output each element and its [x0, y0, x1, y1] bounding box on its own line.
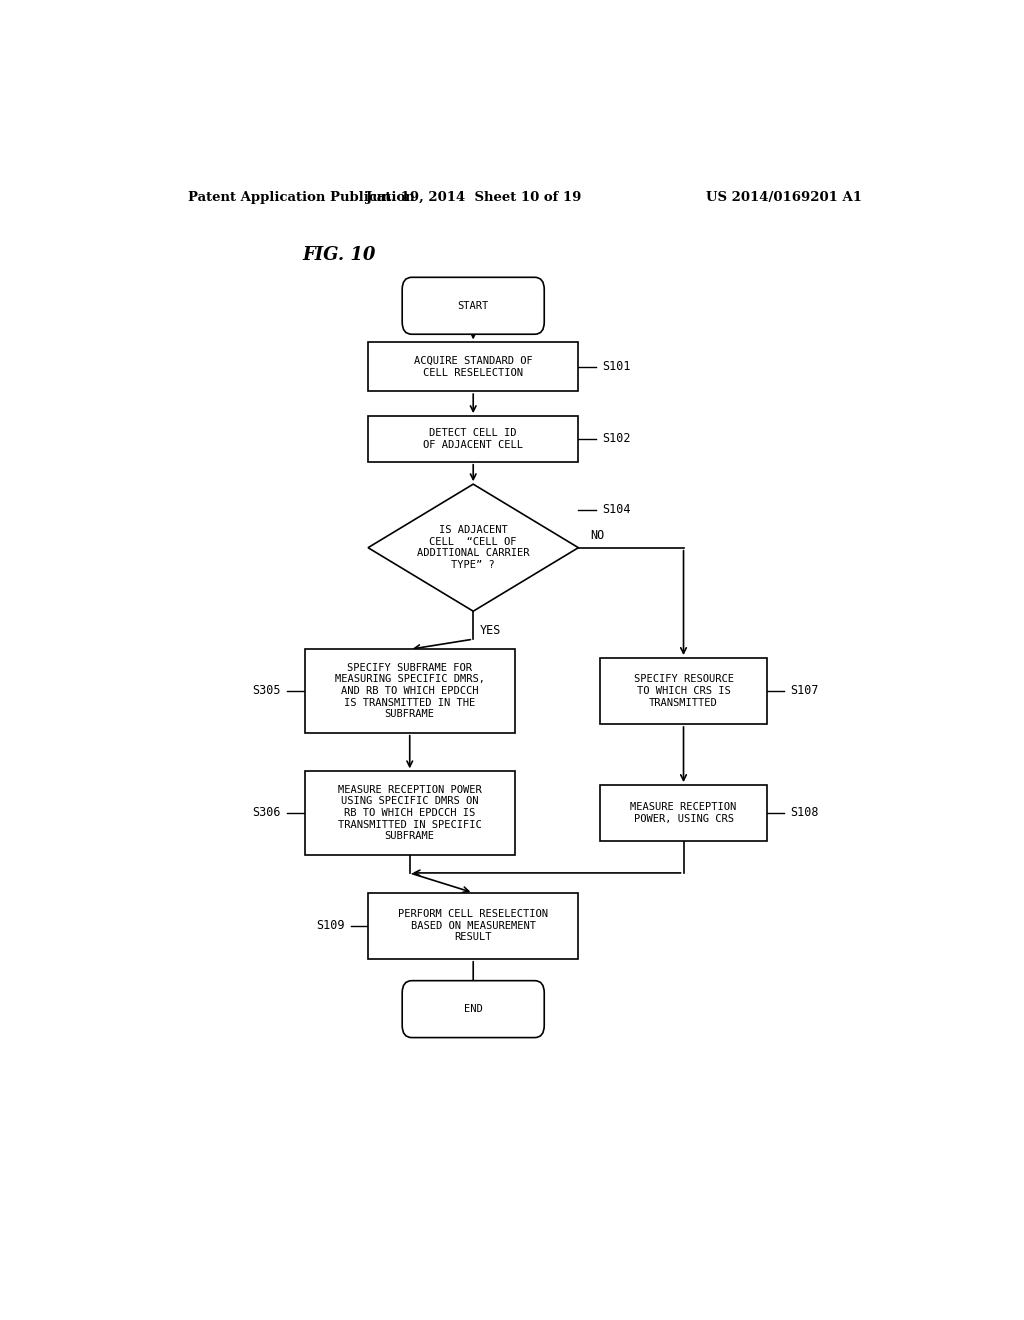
Text: MEASURE RECEPTION POWER
USING SPECIFIC DMRS ON
RB TO WHICH EPDCCH IS
TRANSMITTED: MEASURE RECEPTION POWER USING SPECIFIC D… [338, 785, 481, 841]
Text: END: END [464, 1005, 482, 1014]
Text: SPECIFY RESOURCE
TO WHICH CRS IS
TRANSMITTED: SPECIFY RESOURCE TO WHICH CRS IS TRANSMI… [634, 675, 733, 708]
Text: S101: S101 [602, 360, 631, 374]
Bar [368, 892, 579, 958]
Text: NO: NO [590, 529, 604, 543]
Text: S104: S104 [602, 503, 631, 516]
Text: YES: YES [479, 624, 501, 636]
Text: S306: S306 [252, 807, 281, 820]
Text: Jun. 19, 2014  Sheet 10 of 19: Jun. 19, 2014 Sheet 10 of 19 [366, 190, 581, 203]
Bar [304, 649, 515, 733]
Text: MEASURE RECEPTION
POWER, USING CRS: MEASURE RECEPTION POWER, USING CRS [631, 803, 736, 824]
Text: START: START [458, 301, 488, 310]
Text: ACQUIRE STANDARD OF
CELL RESELECTION: ACQUIRE STANDARD OF CELL RESELECTION [414, 356, 532, 378]
Text: Patent Application Publication: Patent Application Publication [187, 190, 415, 203]
Text: S305: S305 [252, 685, 281, 697]
FancyBboxPatch shape [402, 981, 544, 1038]
Text: SPECIFY SUBFRAME FOR
MEASURING SPECIFIC DMRS,
AND RB TO WHICH EPDCCH
IS TRANSMIT: SPECIFY SUBFRAME FOR MEASURING SPECIFIC … [335, 663, 484, 719]
Text: IS ADJACENT
CELL  “CELL OF
ADDITIONAL CARRIER
TYPE” ?: IS ADJACENT CELL “CELL OF ADDITIONAL CAR… [417, 525, 529, 570]
Text: DETECT CELL ID
OF ADJACENT CELL: DETECT CELL ID OF ADJACENT CELL [423, 428, 523, 450]
Text: S109: S109 [315, 919, 344, 932]
Text: FIG. 10: FIG. 10 [303, 246, 376, 264]
Text: PERFORM CELL RESELECTION
BASED ON MEASUREMENT
RESULT: PERFORM CELL RESELECTION BASED ON MEASUR… [398, 909, 548, 942]
Text: US 2014/0169201 A1: US 2014/0169201 A1 [707, 190, 862, 203]
Text: S107: S107 [791, 685, 819, 697]
Bar [600, 657, 767, 725]
Bar [368, 416, 579, 462]
Polygon shape [368, 484, 579, 611]
Bar [304, 771, 515, 854]
Text: S102: S102 [602, 433, 631, 445]
Bar [368, 342, 579, 391]
FancyBboxPatch shape [402, 277, 544, 334]
Bar [600, 785, 767, 841]
Text: S108: S108 [791, 807, 819, 820]
